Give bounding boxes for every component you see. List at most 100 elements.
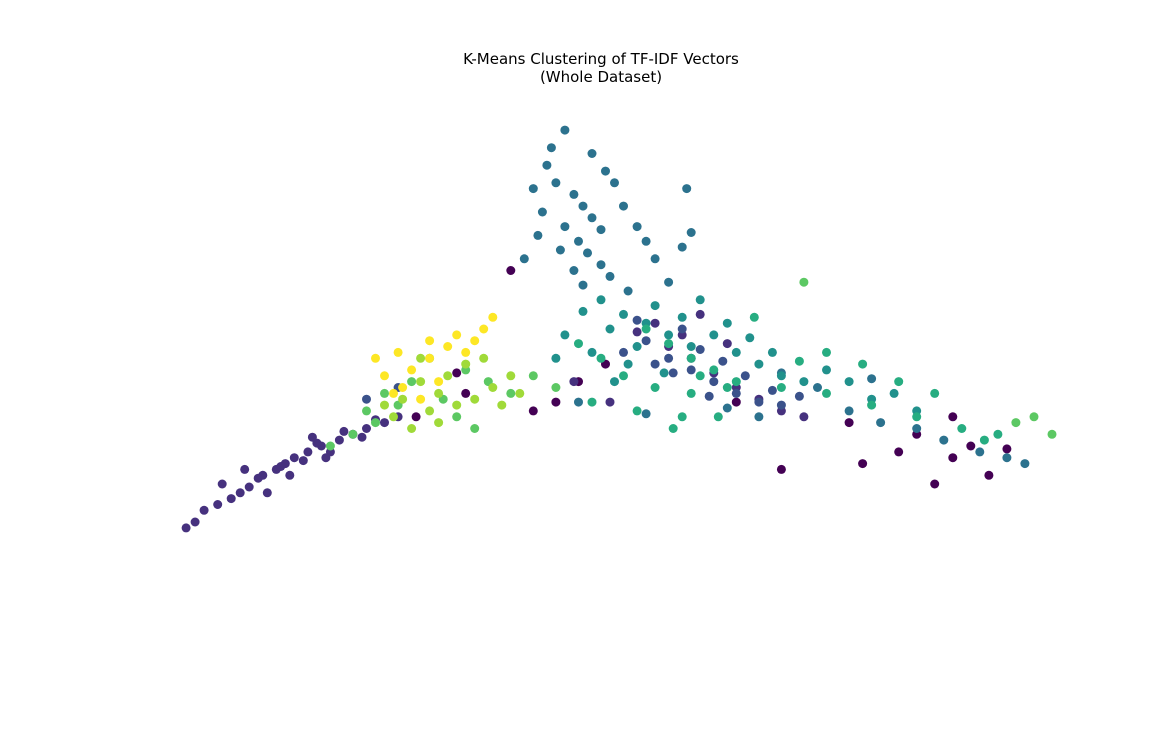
scatter-point-cluster-2 bbox=[776, 400, 786, 410]
scatter-point-cluster-5 bbox=[749, 312, 759, 322]
scatter-point-cluster-4 bbox=[596, 295, 606, 305]
scatter-point-cluster-2 bbox=[619, 347, 628, 357]
scatter-point-cluster-3 bbox=[533, 230, 543, 240]
scatter-point-cluster-6 bbox=[528, 371, 538, 381]
scatter-point-cluster-3 bbox=[578, 201, 588, 211]
scatter-point-cluster-3 bbox=[574, 236, 583, 246]
scatter-point-cluster-0 bbox=[984, 470, 994, 480]
scatter-point-cluster-1 bbox=[799, 412, 809, 422]
scatter-point-cluster-0 bbox=[411, 412, 421, 422]
scatter-point-cluster-2 bbox=[632, 315, 642, 325]
scatter-point-cluster-1 bbox=[181, 523, 191, 533]
scatter-point-cluster-6 bbox=[799, 277, 809, 287]
scatter-point-cluster-4 bbox=[709, 330, 719, 340]
scatter-point-cluster-3 bbox=[601, 166, 610, 176]
scatter-point-cluster-6 bbox=[470, 424, 480, 433]
scatter-point-cluster-3 bbox=[519, 254, 529, 264]
scatter-point-cluster-8 bbox=[389, 388, 398, 398]
scatter-point-cluster-8 bbox=[407, 365, 417, 375]
scatter-point-cluster-5 bbox=[668, 424, 678, 433]
scatter-point-cluster-3 bbox=[682, 184, 692, 194]
scatter-point-cluster-4 bbox=[560, 330, 570, 340]
scatter-point-cluster-2 bbox=[362, 394, 371, 404]
scatter-point-cluster-2 bbox=[686, 365, 696, 375]
scatter-point-cluster-7 bbox=[416, 353, 426, 363]
scatter-point-cluster-6 bbox=[452, 412, 462, 422]
scatter-point-cluster-3 bbox=[754, 412, 764, 422]
scatter-point-cluster-0 bbox=[948, 412, 958, 422]
scatter-point-cluster-3 bbox=[546, 143, 556, 153]
scatter-point-cluster-0 bbox=[844, 418, 854, 428]
scatter-point-cluster-3 bbox=[542, 160, 552, 170]
scatter-point-cluster-4 bbox=[664, 330, 674, 340]
scatter-point-cluster-5 bbox=[650, 383, 660, 392]
scatter-point-cluster-6 bbox=[371, 418, 380, 428]
scatter-point-cluster-3 bbox=[596, 225, 606, 235]
scatter-point-cluster-5 bbox=[619, 371, 628, 381]
scatter-point-cluster-3 bbox=[912, 424, 922, 433]
scatter-point-cluster-1 bbox=[213, 500, 223, 509]
scatter-point-cluster-0 bbox=[551, 397, 561, 407]
scatter-point-cluster-0 bbox=[528, 406, 538, 416]
scatter-point-cluster-2 bbox=[731, 388, 741, 398]
scatter-point-cluster-7 bbox=[497, 400, 507, 410]
scatter-point-cluster-4 bbox=[659, 368, 669, 378]
scatter-point-cluster-5 bbox=[794, 356, 804, 366]
scatter-point-cluster-7 bbox=[434, 388, 444, 398]
scatter-point-cluster-6 bbox=[551, 383, 561, 392]
scatter-point-cluster-2 bbox=[668, 368, 678, 378]
scatter-point-cluster-2 bbox=[794, 391, 804, 401]
scatter-point-cluster-5 bbox=[587, 397, 597, 407]
scatter-point-cluster-4 bbox=[731, 347, 741, 357]
scatter-point-cluster-3 bbox=[813, 383, 822, 392]
scatter-point-cluster-5 bbox=[979, 435, 989, 445]
scatter-point-cluster-2 bbox=[718, 356, 728, 366]
scatter-point-cluster-4 bbox=[889, 388, 899, 398]
scatter-point-cluster-8 bbox=[434, 377, 444, 387]
scatter-point-cluster-1 bbox=[303, 447, 313, 457]
scatter-point-cluster-3 bbox=[686, 228, 696, 237]
scatter-point-cluster-1 bbox=[650, 318, 660, 328]
scatter-point-cluster-3 bbox=[677, 242, 687, 252]
scatter-point-cluster-1 bbox=[569, 377, 579, 387]
scatter-point-cluster-7 bbox=[443, 371, 453, 381]
scatter-point-cluster-3 bbox=[587, 213, 597, 223]
scatter-point-cluster-2 bbox=[767, 385, 777, 395]
scatter-point-cluster-3 bbox=[939, 435, 949, 445]
scatter-point-cluster-3 bbox=[583, 248, 592, 258]
scatter-point-cluster-7 bbox=[380, 400, 389, 410]
scatter-point-cluster-6 bbox=[407, 377, 417, 387]
scatter-point-cluster-4 bbox=[610, 377, 619, 387]
scatter-point-cluster-8 bbox=[452, 330, 462, 340]
scatter-point-cluster-4 bbox=[605, 324, 615, 334]
scatter-point-cluster-4 bbox=[799, 377, 809, 387]
scatter-point-cluster-6 bbox=[348, 429, 358, 439]
scatter-point-cluster-4 bbox=[623, 359, 633, 369]
scatter-point-cluster-0 bbox=[894, 447, 904, 457]
scatter-point-cluster-0 bbox=[461, 388, 471, 398]
scatter-point-cluster-5 bbox=[776, 383, 786, 392]
scatter-point-cluster-5 bbox=[574, 339, 583, 349]
scatter-point-cluster-1 bbox=[276, 462, 286, 471]
scatter-point-cluster-2 bbox=[740, 371, 750, 381]
scatter-point-cluster-1 bbox=[240, 464, 250, 474]
scatter-point-cluster-7 bbox=[416, 377, 426, 387]
scatter-point-cluster-3 bbox=[1020, 459, 1030, 469]
scatter-point-cluster-1 bbox=[321, 453, 331, 463]
scatter-point-cluster-4 bbox=[776, 371, 786, 381]
scatter-point-cluster-5 bbox=[695, 371, 705, 381]
scatter-point-cluster-1 bbox=[226, 494, 236, 504]
scatter-point-cluster-6 bbox=[1011, 418, 1021, 428]
scatter-point-cluster-1 bbox=[190, 517, 200, 527]
scatter-point-cluster-4 bbox=[677, 312, 687, 322]
scatter-point-cluster-6 bbox=[362, 406, 371, 416]
scatter-point-cluster-7 bbox=[452, 400, 462, 410]
scatter-point-cluster-3 bbox=[578, 280, 588, 290]
scatter-point-cluster-4 bbox=[822, 365, 831, 375]
scatter-point-cluster-5 bbox=[677, 412, 687, 422]
scatter-point-cluster-5 bbox=[957, 424, 967, 433]
scatter-point-cluster-2 bbox=[664, 353, 674, 363]
scatter-point-cluster-3 bbox=[537, 207, 547, 217]
